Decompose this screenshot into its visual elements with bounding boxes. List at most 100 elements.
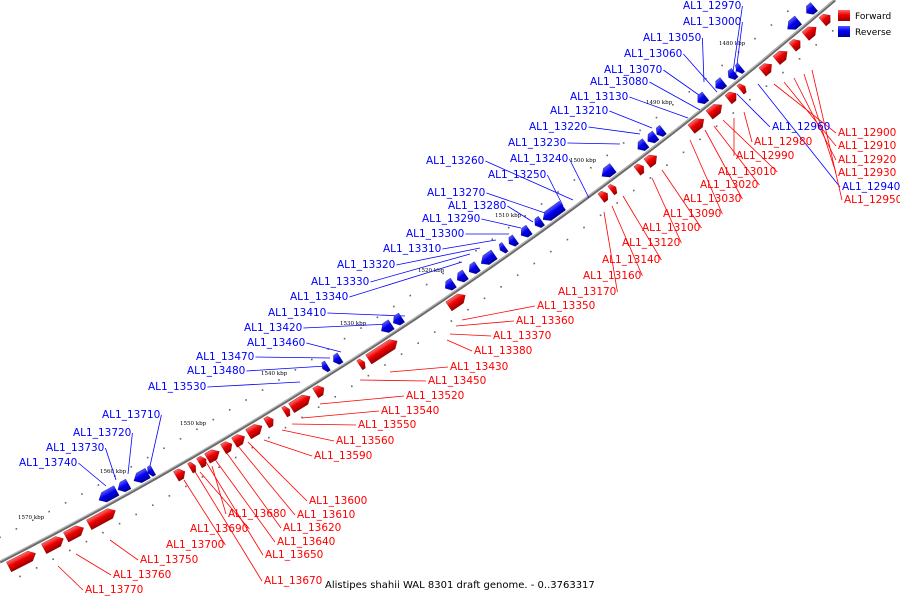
reverse-gene-label[interactable]: AL1_13300: [406, 228, 464, 240]
reverse-gene-label[interactable]: AL1_13530: [148, 381, 206, 393]
forward-gene-label[interactable]: AL1_12990: [736, 150, 794, 162]
forward-gene[interactable]: [607, 183, 619, 196]
reverse-gene-label[interactable]: AL1_13290: [422, 213, 480, 225]
reverse-gene[interactable]: [145, 465, 156, 478]
reverse-gene[interactable]: [733, 62, 745, 75]
reverse-gene[interactable]: [131, 468, 151, 485]
reverse-gene-label[interactable]: AL1_13070: [604, 64, 662, 76]
reverse-gene-label[interactable]: AL1_13740: [19, 457, 77, 469]
forward-gene-label[interactable]: AL1_12910: [838, 140, 896, 152]
forward-gene[interactable]: [356, 357, 368, 371]
reverse-gene-label[interactable]: AL1_13480: [187, 365, 245, 377]
reverse-gene[interactable]: [442, 277, 457, 293]
forward-gene-label[interactable]: AL1_13590: [314, 450, 372, 462]
forward-gene-label[interactable]: AL1_13680: [228, 508, 286, 520]
reverse-gene-label[interactable]: AL1_13050: [643, 32, 701, 44]
forward-gene-label[interactable]: AL1_13120: [622, 237, 680, 249]
reverse-gene[interactable]: [644, 130, 660, 146]
reverse-gene-label[interactable]: AL1_13080: [590, 76, 648, 88]
forward-gene[interactable]: [597, 189, 611, 203]
forward-gene-label[interactable]: AL1_13020: [700, 179, 758, 191]
forward-gene-label[interactable]: AL1_12950: [844, 194, 900, 206]
reverse-gene[interactable]: [378, 319, 395, 336]
reverse-gene[interactable]: [634, 138, 650, 154]
reverse-gene-label[interactable]: AL1_13710: [102, 409, 160, 421]
forward-gene[interactable]: [63, 523, 86, 543]
forward-gene[interactable]: [643, 152, 660, 168]
reverse-gene-label[interactable]: AL1_13130: [570, 91, 628, 103]
reverse-gene-label[interactable]: AL1_13250: [488, 169, 546, 181]
forward-gene[interactable]: [196, 454, 209, 469]
forward-gene-label[interactable]: AL1_13610: [297, 509, 355, 521]
reverse-gene-label[interactable]: AL1_13320: [337, 259, 395, 271]
forward-gene[interactable]: [365, 336, 401, 365]
reverse-gene-label[interactable]: AL1_13230: [508, 137, 566, 149]
reverse-gene[interactable]: [115, 478, 132, 494]
forward-gene-label[interactable]: AL1_12980: [754, 136, 812, 148]
reverse-gene-label[interactable]: AL1_13260: [426, 155, 484, 167]
forward-gene-label[interactable]: AL1_13030: [683, 193, 741, 205]
forward-gene-label[interactable]: AL1_13540: [381, 405, 439, 417]
forward-gene-label[interactable]: AL1_13550: [358, 419, 416, 431]
forward-gene-label[interactable]: AL1_13760: [113, 569, 171, 581]
forward-gene[interactable]: [281, 405, 293, 418]
reverse-gene[interactable]: [330, 352, 344, 367]
reverse-gene[interactable]: [712, 77, 728, 92]
forward-gene-label[interactable]: AL1_13700: [166, 539, 224, 551]
reverse-gene-label[interactable]: AL1_13410: [268, 307, 326, 319]
forward-gene-label[interactable]: AL1_13090: [663, 208, 721, 220]
forward-gene-label[interactable]: AL1_13750: [140, 554, 198, 566]
forward-gene[interactable]: [724, 89, 740, 105]
forward-gene-label[interactable]: AL1_13690: [190, 523, 248, 535]
reverse-gene[interactable]: [454, 269, 469, 285]
forward-gene[interactable]: [288, 392, 314, 413]
reverse-gene-label[interactable]: AL1_13270: [427, 187, 485, 199]
forward-gene-label[interactable]: AL1_13010: [718, 166, 776, 178]
reverse-gene-label[interactable]: AL1_13060: [624, 48, 682, 60]
forward-gene-label[interactable]: AL1_13140: [602, 254, 660, 266]
forward-gene-label[interactable]: AL1_13100: [642, 222, 700, 234]
reverse-gene-label[interactable]: AL1_13330: [311, 276, 369, 288]
forward-gene[interactable]: [801, 23, 820, 41]
forward-gene[interactable]: [736, 82, 749, 95]
reverse-gene-label[interactable]: AL1_13340: [290, 291, 348, 303]
forward-gene[interactable]: [818, 11, 834, 27]
forward-gene-label[interactable]: AL1_13350: [537, 300, 595, 312]
reverse-gene-label[interactable]: AL1_13460: [247, 337, 305, 349]
reverse-gene[interactable]: [497, 242, 509, 254]
reverse-gene[interactable]: [96, 485, 120, 505]
reverse-gene-label[interactable]: AL1_12970: [683, 0, 741, 12]
reverse-gene-label[interactable]: AL1_13310: [383, 243, 441, 255]
reverse-gene[interactable]: [478, 249, 498, 268]
reverse-gene[interactable]: [540, 200, 566, 224]
reverse-gene[interactable]: [653, 125, 667, 139]
forward-gene-label[interactable]: AL1_13160: [583, 270, 641, 282]
forward-gene-label[interactable]: AL1_13380: [474, 345, 532, 357]
forward-gene-label[interactable]: AL1_13370: [493, 330, 551, 342]
reverse-gene-label[interactable]: AL1_12960: [772, 121, 830, 133]
reverse-gene[interactable]: [784, 15, 803, 33]
forward-gene-label[interactable]: AL1_13520: [406, 390, 464, 402]
reverse-gene-label[interactable]: AL1_13210: [550, 105, 608, 117]
reverse-gene-label[interactable]: AL1_13730: [46, 442, 104, 454]
reverse-gene[interactable]: [532, 216, 545, 230]
forward-gene[interactable]: [788, 37, 804, 52]
reverse-gene[interactable]: [725, 68, 739, 82]
reverse-gene[interactable]: [694, 91, 710, 107]
forward-gene[interactable]: [445, 291, 469, 312]
reverse-gene[interactable]: [518, 224, 533, 240]
forward-gene[interactable]: [633, 162, 647, 176]
forward-gene[interactable]: [231, 432, 248, 448]
reverse-gene[interactable]: [599, 163, 617, 181]
reverse-gene-label[interactable]: AL1_13280: [448, 200, 506, 212]
forward-gene-label[interactable]: AL1_13640: [277, 536, 335, 548]
forward-gene-label[interactable]: AL1_13770: [85, 584, 143, 596]
reverse-gene-label[interactable]: AL1_13220: [529, 121, 587, 133]
forward-gene-label[interactable]: AL1_12920: [838, 154, 896, 166]
forward-gene[interactable]: [173, 467, 187, 482]
forward-gene[interactable]: [705, 101, 725, 120]
reverse-gene-label[interactable]: AL1_13000: [683, 16, 741, 28]
forward-gene[interactable]: [245, 421, 265, 440]
reverse-gene[interactable]: [390, 312, 405, 328]
forward-gene-label[interactable]: AL1_13600: [309, 495, 367, 507]
